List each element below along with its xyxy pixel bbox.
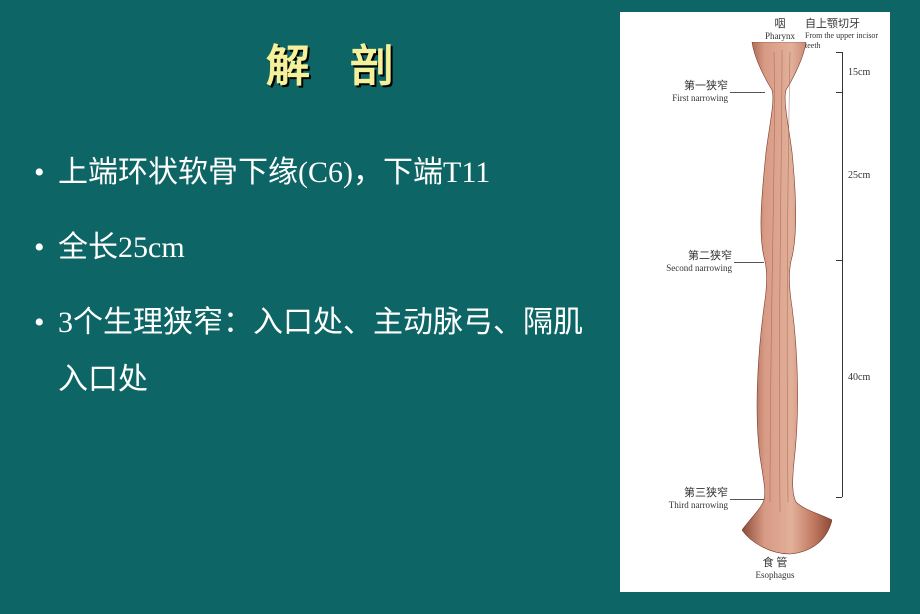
title-char-2: 剖	[350, 42, 434, 91]
measure-line	[842, 52, 843, 497]
slide-title: 解剖	[30, 30, 610, 94]
bullet-item: 上端环状软骨下缘(C6)，下端T11	[30, 144, 610, 201]
bullet-item: 全长25cm	[30, 219, 610, 276]
label-pharynx: 咽 Pharynx	[750, 18, 810, 42]
measure-tick	[836, 92, 842, 93]
content-column: 解剖 上端环状软骨下缘(C6)，下端T11 全长25cm 3个生理狭窄：入口处、…	[0, 0, 620, 614]
measure-40cm: 40cm	[848, 372, 870, 383]
esophagus-diagram: 咽 Pharynx 自上颚切牙 From the upper incisor t…	[620, 12, 890, 592]
measure-25cm: 25cm	[848, 170, 870, 181]
measure-tick	[836, 260, 842, 261]
slide: 解剖 上端环状软骨下缘(C6)，下端T11 全长25cm 3个生理狭窄：入口处、…	[0, 0, 920, 614]
measure-15cm: 15cm	[848, 67, 870, 78]
bullet-item: 3个生理狭窄：入口处、主动脉弓、隔肌入口处	[30, 294, 610, 408]
title-char-1: 解	[266, 42, 350, 91]
bullet-list: 上端环状软骨下缘(C6)，下端T11 全长25cm 3个生理狭窄：入口处、主动脉…	[30, 144, 610, 408]
label-narrow2: 第二狭窄 Second narrowing	[622, 250, 732, 274]
label-narrow3: 第三狭窄 Third narrowing	[628, 487, 728, 511]
label-narrow1: 第一狭窄 First narrowing	[628, 80, 728, 104]
measure-tick	[836, 52, 842, 53]
esophagus-shape	[742, 42, 832, 572]
measure-tick	[836, 497, 842, 498]
